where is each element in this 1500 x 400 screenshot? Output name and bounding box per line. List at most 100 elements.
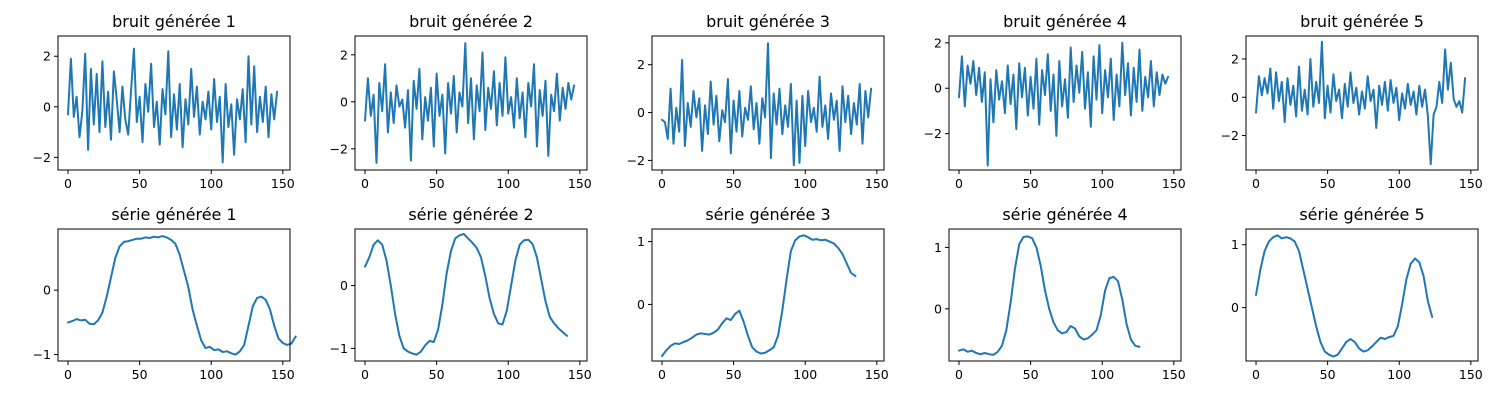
subplot-title: série générée 3 bbox=[705, 205, 830, 224]
y-tick-label: 0 bbox=[340, 278, 348, 293]
x-tick-label: 150 bbox=[865, 367, 889, 382]
axes-frame bbox=[948, 35, 1182, 171]
y-tick-label: 0 bbox=[934, 301, 942, 316]
axes-frame bbox=[1245, 35, 1479, 171]
series-line bbox=[67, 235, 297, 356]
x-tick-label: 50 bbox=[429, 367, 445, 382]
x-tick-label: 100 bbox=[1090, 176, 1114, 191]
subplot-8: série générée 3 0 50 100 150 0 1 bbox=[637, 205, 889, 382]
series-line bbox=[661, 234, 857, 357]
y-tick-label: 2 bbox=[43, 49, 51, 64]
y-tick-label: −1 bbox=[33, 347, 51, 362]
series-line bbox=[661, 42, 873, 167]
axes-frame bbox=[1245, 228, 1479, 362]
x-tick-label: 150 bbox=[271, 367, 295, 382]
x-tick-label: 150 bbox=[1459, 176, 1483, 191]
x-tick-label: 50 bbox=[726, 367, 742, 382]
axes-frame bbox=[651, 35, 885, 171]
y-tick-label: 2 bbox=[340, 47, 348, 62]
y-tick-label: 1 bbox=[637, 234, 645, 249]
x-tick-label: 150 bbox=[568, 367, 592, 382]
x-tick-label: 0 bbox=[658, 176, 666, 191]
x-tick-label: 100 bbox=[199, 176, 223, 191]
subplot-4: bruit générée 4 0 50 100 150 −2 0 2 bbox=[924, 12, 1186, 191]
x-tick-label: 50 bbox=[726, 176, 742, 191]
y-tick-label: −2 bbox=[924, 126, 942, 141]
series-line bbox=[364, 42, 576, 164]
y-tick-label: 2 bbox=[1231, 51, 1239, 66]
y-tick-label: −2 bbox=[627, 153, 645, 168]
series-line bbox=[958, 235, 1141, 356]
subplot-title: bruit générée 2 bbox=[409, 12, 533, 31]
x-tick-label: 150 bbox=[1459, 367, 1483, 382]
series-line bbox=[67, 47, 279, 164]
y-tick-label: 1 bbox=[934, 240, 942, 255]
x-tick-label: 0 bbox=[658, 367, 666, 382]
x-tick-label: 100 bbox=[496, 176, 520, 191]
subplot-title: bruit générée 5 bbox=[1300, 12, 1424, 31]
x-tick-label: 0 bbox=[1252, 367, 1260, 382]
subplot-10: série générée 5 0 50 100 150 0 1 bbox=[1231, 205, 1483, 382]
series-line bbox=[1255, 40, 1467, 166]
subplot-3: bruit générée 3 0 50 100 150 −2 0 2 bbox=[627, 12, 889, 191]
x-tick-label: 100 bbox=[793, 176, 817, 191]
x-tick-label: 100 bbox=[1387, 367, 1411, 382]
x-tick-label: 0 bbox=[361, 176, 369, 191]
subplot-title: série générée 5 bbox=[1299, 205, 1424, 224]
subplot-title: bruit générée 4 bbox=[1003, 12, 1127, 31]
x-tick-label: 150 bbox=[1162, 367, 1186, 382]
y-tick-label: 0 bbox=[340, 94, 348, 109]
y-tick-label: 0 bbox=[43, 283, 51, 298]
x-tick-label: 100 bbox=[1090, 367, 1114, 382]
x-tick-label: 150 bbox=[568, 176, 592, 191]
subplot-title: série générée 4 bbox=[1002, 205, 1127, 224]
x-tick-label: 50 bbox=[1320, 176, 1336, 191]
subplot-5: bruit générée 5 0 50 100 150 −2 0 2 bbox=[1221, 12, 1483, 191]
axes-frame bbox=[354, 35, 588, 171]
x-tick-label: 150 bbox=[271, 176, 295, 191]
x-tick-label: 50 bbox=[1320, 367, 1336, 382]
subplot-6: série générée 1 0 50 100 150 −1 0 bbox=[33, 205, 297, 382]
y-tick-label: −1 bbox=[330, 341, 348, 356]
x-tick-label: 100 bbox=[199, 367, 223, 382]
y-tick-label: 2 bbox=[637, 57, 645, 72]
x-tick-label: 0 bbox=[1252, 176, 1260, 191]
x-tick-label: 50 bbox=[132, 176, 148, 191]
y-tick-label: −2 bbox=[330, 141, 348, 156]
subplot-7: série générée 2 0 50 100 150 −1 0 bbox=[330, 205, 592, 382]
x-tick-label: 0 bbox=[64, 367, 72, 382]
x-tick-label: 100 bbox=[1387, 176, 1411, 191]
x-tick-label: 100 bbox=[793, 367, 817, 382]
y-tick-label: 2 bbox=[934, 35, 942, 50]
y-tick-label: 0 bbox=[934, 81, 942, 96]
series-line bbox=[364, 233, 568, 356]
x-tick-label: 150 bbox=[1162, 176, 1186, 191]
subplot-9: série générée 4 0 50 100 150 0 1 bbox=[934, 205, 1186, 382]
y-tick-label: 0 bbox=[1231, 90, 1239, 105]
subplot-title: série générée 2 bbox=[408, 205, 533, 224]
series-line bbox=[958, 41, 1170, 167]
subplot-1: bruit générée 1 0 50 100 150 −2 0 2 bbox=[33, 12, 295, 191]
subplot-title: bruit générée 3 bbox=[706, 12, 830, 31]
x-tick-label: 0 bbox=[64, 176, 72, 191]
x-tick-label: 50 bbox=[1023, 367, 1039, 382]
x-tick-label: 0 bbox=[955, 367, 963, 382]
y-tick-label: −2 bbox=[1221, 128, 1239, 143]
x-tick-label: 100 bbox=[496, 367, 520, 382]
x-tick-label: 150 bbox=[865, 176, 889, 191]
x-tick-label: 50 bbox=[132, 367, 148, 382]
x-tick-label: 50 bbox=[429, 176, 445, 191]
axes-frame bbox=[948, 228, 1182, 362]
y-tick-label: −2 bbox=[33, 150, 51, 165]
x-tick-label: 0 bbox=[955, 176, 963, 191]
axes-frame bbox=[354, 228, 588, 362]
subplot-title: série générée 1 bbox=[111, 205, 236, 224]
axes-frame bbox=[57, 35, 291, 171]
subplot-title: bruit générée 1 bbox=[112, 12, 236, 31]
subplot-2: bruit générée 2 0 50 100 150 −2 0 2 bbox=[330, 12, 592, 191]
y-tick-label: 0 bbox=[43, 99, 51, 114]
y-tick-label: 0 bbox=[637, 105, 645, 120]
axes-frame bbox=[651, 228, 885, 362]
y-tick-label: 0 bbox=[1231, 300, 1239, 315]
